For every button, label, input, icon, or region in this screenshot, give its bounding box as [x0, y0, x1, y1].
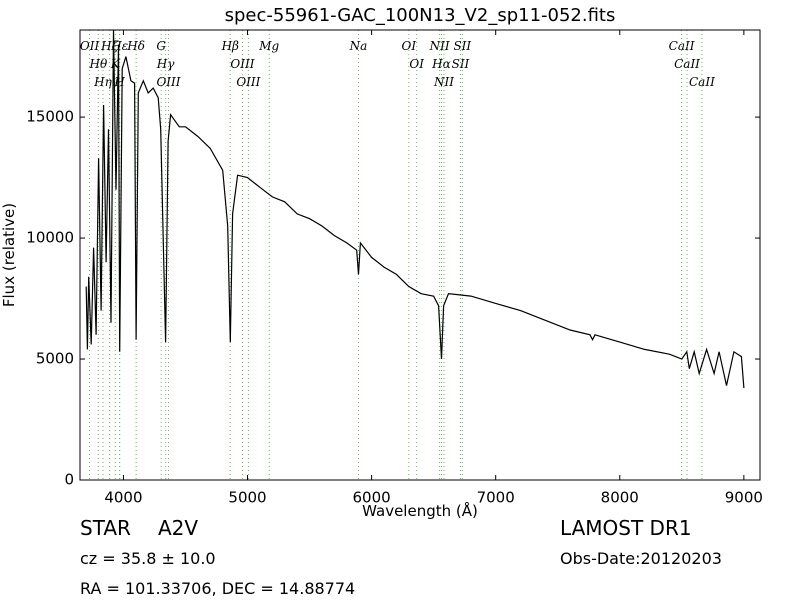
y-axis-label: Flux (relative)	[0, 203, 18, 307]
spectral-line-label: Hδ	[126, 39, 145, 53]
spectral-line-label: CaII	[669, 39, 695, 53]
y-tick-label: 15000	[26, 108, 74, 126]
spectral-line-label: Hβ	[221, 39, 239, 53]
spectral-line-label: Hε	[110, 39, 128, 53]
spectral-line-label: NII	[433, 75, 454, 89]
spectral-line-label: Na	[349, 39, 368, 53]
redshift: cz = 35.8 ± 10.0	[80, 549, 216, 568]
spectral-line-label: CaII	[674, 57, 700, 71]
spectral-line-label: SII	[453, 39, 471, 53]
spectral-line-label: Hη	[93, 75, 112, 89]
spectral-line-label: OI	[409, 57, 424, 71]
survey: LAMOST DR1	[560, 516, 692, 540]
spectrum-line	[85, 29, 745, 389]
plot-frame	[79, 29, 761, 481]
x-tick-label: 7000	[477, 489, 515, 507]
x-axis-label: Wavelength (Å)	[362, 501, 478, 520]
x-tick-label: 8000	[601, 489, 639, 507]
spectral-line-label: Hθ	[89, 57, 108, 71]
spectral-line-label: Mg	[258, 39, 279, 53]
object-class: STAR	[80, 516, 131, 540]
chart-title: spec-55961-GAC_100N13_V2_sp11-052.fits	[225, 5, 616, 26]
spectral-line-label: Hα	[431, 57, 451, 71]
spectral-line-label: K	[110, 57, 121, 71]
y-tick-label: 0	[64, 471, 74, 489]
subclass: A2V	[158, 516, 198, 540]
coordinates: RA = 101.33706, DEC = 14.88774	[80, 579, 355, 598]
spectral-line-label: SII	[452, 57, 470, 71]
spectral-line-label: NII	[429, 39, 450, 53]
spectral-line-label: OIII	[230, 57, 254, 71]
x-tick-label: 5000	[228, 489, 266, 507]
spectral-line-label: OII	[80, 39, 100, 53]
spectral-line-label: CaII	[689, 75, 715, 89]
spectral-line-label: OIII	[236, 75, 260, 89]
x-tick-label: 4000	[104, 489, 142, 507]
spectral-line-label: OIII	[156, 75, 180, 89]
spectral-line-label: Hγ	[156, 57, 175, 71]
obs-date: Obs-Date:20120203	[560, 549, 722, 568]
x-tick-label: 9000	[725, 489, 763, 507]
x-tick-label: 6000	[353, 489, 391, 507]
spectral-line-label: OI	[402, 39, 417, 53]
spectral-line-label: G	[156, 39, 166, 53]
y-tick-label: 5000	[36, 350, 74, 368]
y-tick-label: 10000	[26, 229, 74, 247]
